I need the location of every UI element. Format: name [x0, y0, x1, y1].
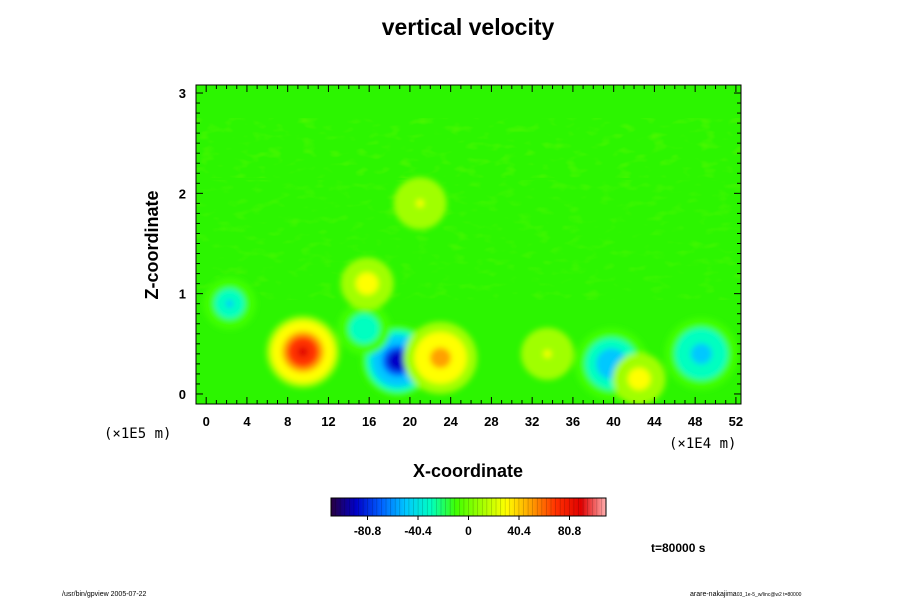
x-tick-label: 4 — [243, 414, 251, 429]
upper-turbulence-band — [196, 118, 741, 178]
downdraft-contour — [606, 358, 617, 370]
updraft-cell — [520, 327, 574, 380]
x-tick-label: 0 — [203, 414, 210, 429]
footer-right-main: arare-nakajima — [690, 591, 737, 598]
x-tick-label: 8 — [284, 414, 291, 429]
feature-layer — [203, 177, 738, 404]
chart-title: vertical velocity — [381, 14, 555, 40]
x-tick-label: 40 — [606, 414, 620, 429]
y-tick-label: 3 — [179, 86, 186, 101]
plot-area — [196, 85, 741, 404]
footer-right: arare-nakajima03_1e-5_w/linc@w2 t=80000 — [690, 591, 801, 598]
y-axis: 0 1 2 3 — [179, 86, 741, 402]
x-tick-label: 52 — [729, 414, 743, 429]
colorbar-ticks: -80.8 -40.4 0 40.4 80.8 — [354, 516, 582, 538]
updraft-contour — [543, 350, 552, 358]
colorbar-label: -40.4 — [404, 524, 432, 538]
footer-left: /usr/bin/gpview 2005-07-22 — [62, 591, 147, 598]
y-tick-label: 0 — [179, 387, 186, 402]
x-tick-label: 48 — [688, 414, 702, 429]
y-unit-label: (×1E5 m) — [104, 426, 171, 442]
x-tick-label: 32 — [525, 414, 539, 429]
downdraft-contour — [696, 348, 707, 360]
x-tick-label: 16 — [362, 414, 376, 429]
colorbar-gradient — [331, 498, 606, 516]
downdraft-contour — [392, 355, 403, 367]
y-axis-title: Z-coordinate — [142, 190, 162, 299]
x-unit-label: (×1E4 m) — [669, 436, 736, 452]
updraft-cell — [403, 321, 478, 394]
timestamp-label: t=80000 s — [651, 541, 706, 555]
updraft-contour — [297, 346, 309, 357]
x-tick-label: 20 — [403, 414, 417, 429]
colorbar-label: 0 — [465, 524, 472, 538]
downdraft-cell — [337, 302, 391, 355]
downdraft-cell — [203, 277, 257, 330]
colorbar: -80.8 -40.4 0 40.4 80.8 — [330, 497, 607, 538]
plot-frame — [195, 84, 742, 405]
colorbar-label: 80.8 — [558, 524, 582, 538]
x-tick-label: 24 — [443, 414, 458, 429]
updraft-contour — [635, 375, 643, 383]
updraft-cell — [393, 177, 447, 230]
mid-turbulence-band — [196, 180, 741, 300]
updraft-contour — [416, 199, 424, 208]
x-tick-label: 28 — [484, 414, 498, 429]
downdraft-contour — [360, 325, 368, 333]
updraft-contour — [363, 279, 371, 288]
y-tick-label: 1 — [179, 287, 186, 302]
downdraft-cell — [664, 317, 738, 390]
updraft-cell — [612, 352, 666, 404]
colorbar-label: 40.4 — [507, 524, 531, 538]
x-tick-label: 12 — [321, 414, 335, 429]
colorbar-stripes — [335, 498, 602, 516]
updraft-cell — [340, 257, 394, 310]
footer-right-sub: 03_1e-5_w/linc@w2 t=80000 — [736, 592, 802, 598]
y-tick-label: 2 — [179, 186, 186, 201]
updraft-contour — [435, 352, 446, 364]
x-tick-label: 36 — [566, 414, 580, 429]
x-axis: 0 4 8 12 16 20 24 28 32 36 40 44 48 52 — [195, 85, 743, 429]
x-axis-title: X-coordinate — [413, 461, 523, 481]
updraft-cell — [266, 315, 340, 388]
x-tick-label: 44 — [647, 414, 662, 429]
colorbar-label: -80.8 — [354, 524, 382, 538]
downdraft-contour — [225, 299, 234, 308]
